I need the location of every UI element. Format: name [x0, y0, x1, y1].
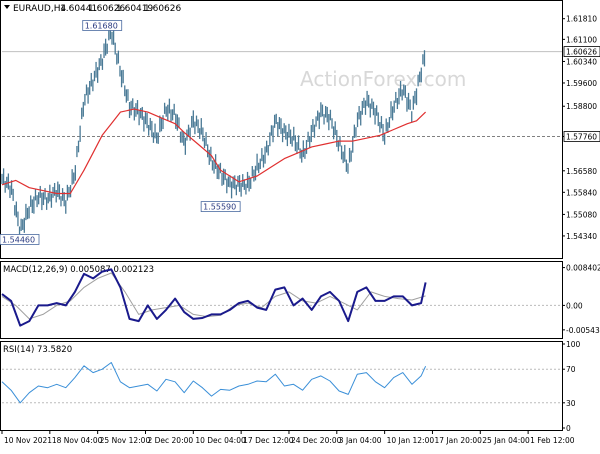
- annotation-box-2: [0, 234, 40, 245]
- x-tick-label-1: 18 Nov 04:00: [52, 436, 103, 445]
- annotation-text-0: 1.61680: [85, 21, 118, 30]
- x-tick-label-6: 24 Dec 20:00: [291, 436, 342, 445]
- annotation-text-1: 1.55590: [203, 203, 236, 212]
- level-marker-box: [563, 131, 600, 142]
- x-tick-label-3: 2 Dec 20:00: [147, 436, 193, 445]
- annotation-box-1: [200, 201, 241, 212]
- close-value: 1.60626: [144, 4, 181, 14]
- price-y-tick-label-1: 1.61100: [566, 35, 597, 44]
- rsi-y-tick-label-3: 0: [566, 424, 571, 433]
- x-tick-label-11: 1 Feb 12:00: [530, 436, 575, 445]
- x-tick-label-2: 25 Nov 12:00: [100, 436, 151, 445]
- annotations: 1.60626 1.57760 1.61680 1.55590 1.54460: [0, 20, 600, 245]
- x-tick-label-8: 10 Jan 12:00: [387, 436, 435, 445]
- current-price-marker-box: [563, 46, 600, 57]
- x-tick-label-0: 10 Nov 2021: [4, 436, 52, 445]
- annotation-text-2: 1.54460: [2, 235, 35, 244]
- open-value: 1.60441: [60, 4, 97, 14]
- macd-header: MACD(12,26,9) 0.005087 0.002123: [3, 265, 154, 275]
- macd-panel-frame: [0, 261, 563, 339]
- x-tick-label-7: 3 Jan 04:00: [339, 436, 382, 445]
- price-y-tick-label-2: 1.60340: [566, 57, 597, 66]
- moving-average-line: [1, 108, 427, 195]
- rsi-y-tick-label-2: 30: [566, 399, 576, 408]
- x-tick-label-9: 17 Jan 20:00: [434, 436, 482, 445]
- series-layer: [1, 26, 427, 404]
- macd-y-tick-label-0: 0.008402: [566, 264, 600, 273]
- macd-signal-line: [1, 272, 426, 320]
- low-value: 1.60419: [116, 4, 153, 14]
- x-tick-label-5: 17 Dec 12:00: [243, 436, 294, 445]
- rsi-panel-frame: [0, 341, 563, 431]
- rsi-y-tick-label-0: 100: [566, 340, 581, 349]
- symbol-label: EURAUD,H4: [13, 4, 66, 14]
- price-y-tick-label-3: 1.59600: [566, 79, 597, 88]
- macd-line: [1, 268, 427, 327]
- price-y-tick-label-4: 1.58800: [566, 102, 597, 111]
- price-y-tick-label-0: 1.61810: [566, 15, 597, 24]
- macd-y-tick-label-2: -0.005436: [566, 326, 600, 335]
- current-price-marker-text: 1.60626: [566, 48, 597, 57]
- x-tick-label-4: 10 Dec 04:00: [195, 436, 246, 445]
- x-tick-label-10: 25 Jan 04:00: [482, 436, 530, 445]
- dropdown-triangle-icon: [4, 5, 10, 9]
- level-marker-text: 1.57760: [566, 132, 597, 141]
- axis-labels: 1.61810 1.61100 1.60340 1.59600 1.58800 1.577…: [1, 15, 600, 445]
- rsi-header: RSI(14) 73.5820: [3, 345, 72, 355]
- rsi-line: [1, 362, 427, 404]
- watermark: ActionForex.com: [300, 67, 466, 91]
- price-header: EURAUD,H4 1.60441 1.60626 1.60419 1.6062…: [4, 4, 181, 14]
- macd-y-tick-label-1: 0.00: [566, 301, 583, 310]
- price-y-tick-label-8: 1.55080: [566, 210, 597, 219]
- price-y-tick-label-6: 1.56580: [566, 167, 597, 176]
- high-value: 1.60626: [88, 4, 125, 14]
- annotation-box-0: [82, 20, 123, 31]
- price-y-tick-label-7: 1.55840: [566, 188, 597, 197]
- price-y-tick-label-9: 1.54340: [566, 232, 597, 241]
- rsi-y-tick-label-1: 70: [566, 365, 576, 374]
